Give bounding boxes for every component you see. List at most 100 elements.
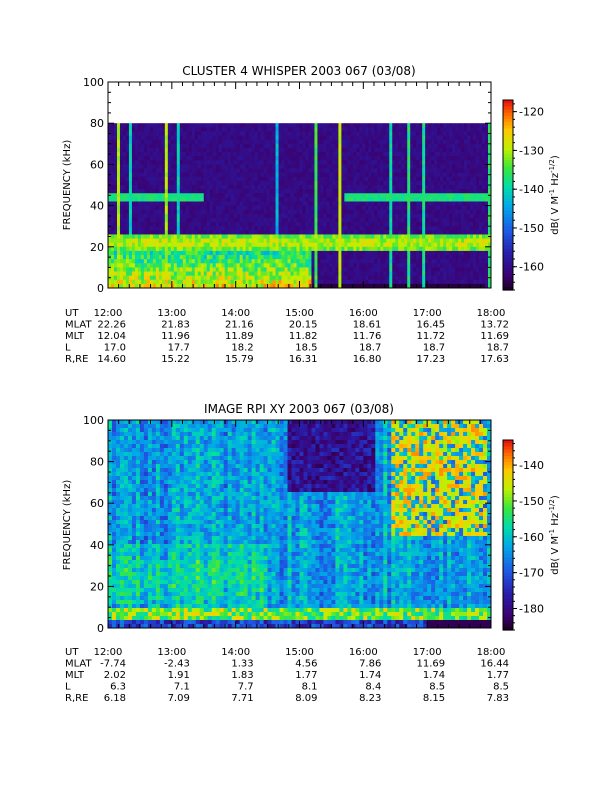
spectrogram-cell bbox=[288, 123, 291, 128]
spectrogram-cell bbox=[264, 193, 267, 198]
spectrogram-cell bbox=[267, 222, 270, 227]
spectrogram-cell bbox=[174, 243, 177, 248]
spectrogram-cell bbox=[243, 239, 246, 244]
spectrogram-cell bbox=[141, 272, 144, 277]
spectrogram-cell bbox=[123, 189, 126, 194]
spectrogram-cell bbox=[473, 239, 476, 244]
spectrogram-cell bbox=[329, 259, 332, 264]
spectrogram-cell bbox=[323, 152, 326, 157]
spectrogram-cell bbox=[228, 206, 231, 211]
spectrogram-cell bbox=[305, 136, 308, 141]
spectrogram-cell bbox=[434, 185, 437, 190]
spectrogram-cell bbox=[338, 210, 341, 215]
spectrogram-cell bbox=[213, 234, 216, 239]
spectrogram-cell bbox=[386, 263, 389, 268]
spectrogram-cell bbox=[153, 127, 156, 132]
spectrogram-cell bbox=[132, 234, 135, 239]
spectrogram-cell bbox=[302, 267, 305, 272]
spectrogram-cell bbox=[279, 181, 282, 186]
spectrogram-cell bbox=[398, 197, 401, 202]
spectrogram-cell bbox=[162, 247, 165, 252]
spectrogram-cell bbox=[141, 144, 144, 149]
spectrogram-cell bbox=[419, 210, 422, 215]
spectrogram-cell bbox=[255, 197, 258, 202]
spectrogram-cell bbox=[449, 197, 452, 202]
spectrogram-cell bbox=[350, 193, 353, 198]
spectrogram-cell bbox=[473, 140, 476, 145]
spectrogram-cell bbox=[326, 210, 329, 215]
spectrogram-cell bbox=[443, 230, 446, 235]
spectrogram-cell bbox=[398, 201, 401, 206]
spectrogram-cell bbox=[291, 177, 294, 182]
spectrogram-cell bbox=[228, 201, 231, 206]
spectrogram-cell bbox=[276, 206, 279, 211]
spectrogram-cell bbox=[243, 169, 246, 174]
spectrogram-cell bbox=[392, 239, 395, 244]
spectrogram-cell bbox=[243, 243, 246, 248]
spectrogram-cell bbox=[467, 140, 470, 145]
spectrogram-cell bbox=[252, 197, 255, 202]
spectrogram-cell bbox=[449, 156, 452, 161]
spectrogram-cell bbox=[294, 136, 297, 141]
spectrogram-cell bbox=[443, 210, 446, 215]
spectrogram-cell bbox=[219, 144, 222, 149]
spectrogram-cell bbox=[195, 197, 198, 202]
spectrogram-cell bbox=[243, 152, 246, 157]
spectrogram-cell bbox=[180, 148, 183, 153]
spectrogram-cell bbox=[434, 259, 437, 264]
spectrogram-cell bbox=[255, 210, 258, 215]
spectrogram-cell bbox=[288, 267, 291, 272]
spectrogram-cell bbox=[431, 131, 434, 136]
spectrogram-cell bbox=[165, 214, 168, 219]
spectrogram-cell bbox=[225, 230, 228, 235]
spectrogram-cell bbox=[180, 214, 183, 219]
spectrogram-cell bbox=[246, 201, 249, 206]
spectrogram-cell bbox=[464, 276, 467, 281]
spectrogram-cell bbox=[291, 156, 294, 161]
spectrogram-cell bbox=[458, 280, 461, 285]
spectrogram-cell bbox=[473, 243, 476, 248]
spectrogram-cell bbox=[255, 276, 258, 281]
spectrogram-cell bbox=[264, 131, 267, 136]
spectrogram-cell bbox=[332, 189, 335, 194]
spectrogram-cell bbox=[386, 156, 389, 161]
spectrogram-cell bbox=[401, 259, 404, 264]
spectrogram-cell bbox=[341, 230, 344, 235]
spectrogram-cell bbox=[270, 214, 273, 219]
spectrogram-cell bbox=[365, 127, 368, 132]
spectrogram-cell bbox=[156, 272, 159, 277]
spectrogram-cell bbox=[234, 251, 237, 256]
spectrogram-cell bbox=[147, 243, 150, 248]
spectrogram-cell bbox=[246, 189, 249, 194]
spectrogram-cell bbox=[150, 123, 153, 128]
spectrogram-cell bbox=[467, 210, 470, 215]
spectrogram-cell bbox=[243, 267, 246, 272]
spectrogram-cell bbox=[377, 201, 380, 206]
spectrogram-cell bbox=[297, 156, 300, 161]
spectrogram-cell bbox=[198, 226, 201, 231]
spectrogram-cell bbox=[437, 185, 440, 190]
spectrogram-cell bbox=[404, 181, 407, 186]
spectrogram-cell bbox=[344, 164, 347, 169]
spectrogram-cell bbox=[383, 197, 386, 202]
spectrogram-cell bbox=[174, 239, 177, 244]
spectrogram-cell bbox=[153, 197, 156, 202]
spectrogram-cell bbox=[455, 210, 458, 215]
spectrogram-cell bbox=[147, 201, 150, 206]
spectrogram-cell bbox=[389, 276, 392, 281]
spectrogram-cell bbox=[252, 123, 255, 128]
spectrogram-cell bbox=[117, 239, 120, 244]
spectrogram-cell bbox=[314, 156, 317, 161]
spectrogram-cell bbox=[452, 156, 455, 161]
spectrogram-cell bbox=[297, 201, 300, 206]
spectrogram-cell bbox=[449, 239, 452, 244]
spectrogram-cell bbox=[449, 280, 452, 285]
spectrogram-cell bbox=[335, 251, 338, 256]
spectrogram-cell bbox=[311, 222, 314, 227]
spectrogram-cell bbox=[279, 243, 282, 248]
spectrogram-cell bbox=[428, 136, 431, 141]
spectrogram-cell bbox=[443, 239, 446, 244]
spectrogram-cell bbox=[189, 185, 192, 190]
spectrogram-cell bbox=[147, 263, 150, 268]
spectrogram-cell bbox=[180, 222, 183, 227]
